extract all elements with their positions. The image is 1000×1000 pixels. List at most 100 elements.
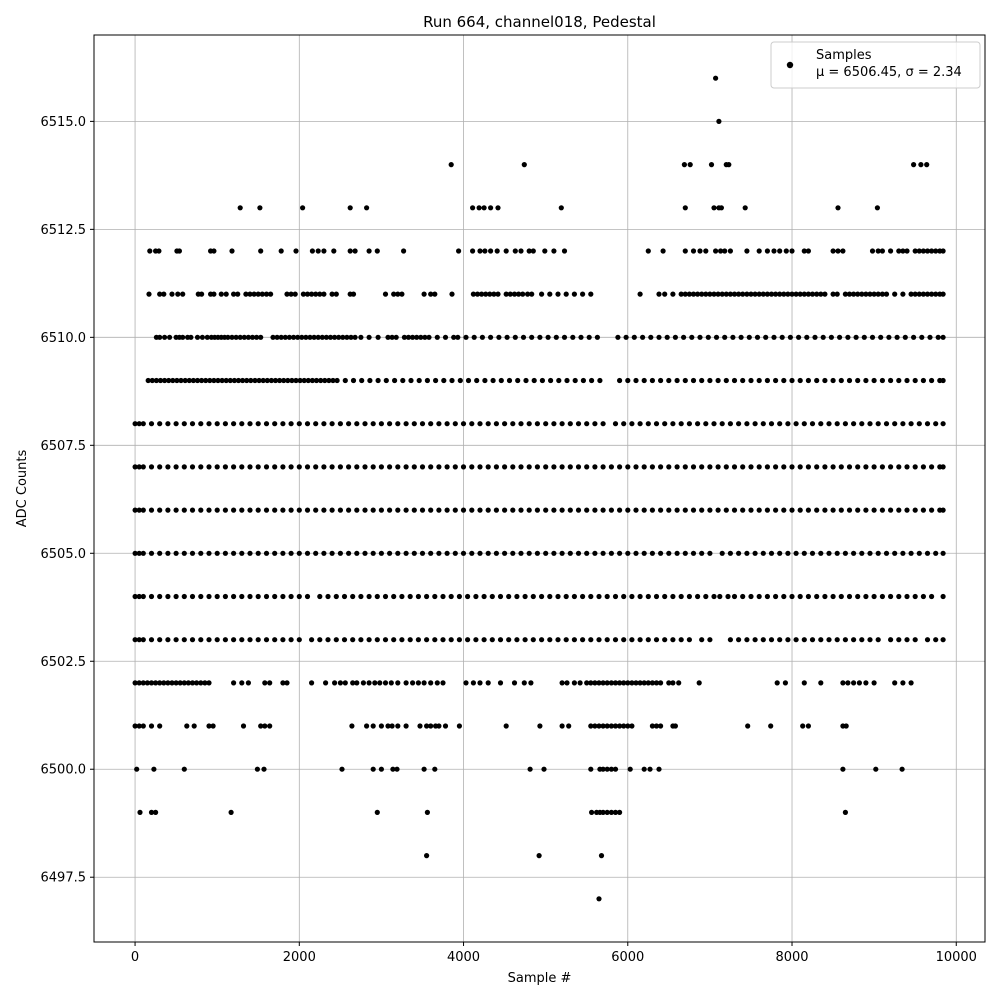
data-point (672, 723, 679, 729)
data-point (395, 550, 401, 556)
data-point (278, 334, 284, 340)
data-point (707, 291, 713, 297)
data-point (871, 507, 877, 513)
data-point (523, 377, 529, 384)
y-tick-label: 6497.5 (41, 871, 87, 886)
data-point (231, 550, 237, 556)
data-point (658, 723, 664, 729)
data-point (736, 637, 742, 643)
data-point (503, 723, 509, 729)
data-point (167, 334, 173, 340)
y-tick-label: 6510.0 (41, 331, 87, 346)
data-point (805, 291, 812, 297)
data-point (674, 550, 680, 556)
data-point (479, 334, 485, 340)
data-point (255, 421, 261, 427)
data-point (504, 334, 510, 340)
data-point (514, 637, 520, 643)
data-point (924, 421, 931, 427)
data-point (859, 421, 865, 427)
data-point (140, 421, 146, 427)
data-point (366, 248, 372, 254)
data-point (323, 334, 329, 340)
data-point (473, 637, 479, 643)
data-point (820, 334, 826, 340)
data-point (239, 637, 245, 643)
data-point (908, 550, 914, 556)
data-point (612, 766, 619, 772)
data-point (148, 680, 155, 686)
data-point (940, 248, 946, 254)
data-point (768, 637, 775, 643)
data-point (243, 291, 249, 297)
data-point (822, 291, 828, 297)
data-point (140, 723, 146, 729)
data-point (678, 421, 684, 427)
data-point (645, 593, 651, 600)
data-point (814, 291, 820, 297)
data-point (797, 291, 803, 297)
data-point (534, 507, 541, 513)
data-point (296, 593, 302, 600)
data-point (329, 464, 335, 470)
data-point (855, 377, 861, 384)
data-point (731, 507, 738, 513)
data-point (378, 766, 384, 772)
data-point (223, 291, 229, 297)
data-point (588, 723, 594, 729)
data-point (629, 680, 635, 686)
data-point (153, 680, 159, 686)
data-point (170, 377, 176, 384)
data-point (760, 421, 766, 427)
data-point (506, 377, 513, 384)
data-point (235, 291, 241, 297)
data-point (660, 248, 666, 254)
data-point (391, 593, 397, 600)
data-point (896, 248, 902, 254)
data-point (588, 637, 594, 643)
data-point (690, 464, 697, 470)
data-point (231, 421, 237, 427)
data-point (255, 637, 261, 643)
data-point (510, 507, 516, 513)
data-point (873, 766, 879, 772)
data-point (378, 507, 384, 513)
data-point (596, 680, 602, 686)
data-point (401, 334, 407, 340)
data-point (904, 507, 910, 513)
data-point (140, 507, 146, 513)
data-point (838, 377, 844, 384)
data-point (940, 334, 946, 340)
data-point (289, 377, 295, 384)
data-point (637, 680, 643, 686)
data-point (545, 334, 551, 340)
data-point (699, 377, 705, 384)
data-point (539, 593, 545, 600)
data-point (536, 853, 542, 859)
data-point (199, 291, 205, 297)
data-point (555, 593, 561, 600)
data-point (703, 291, 709, 297)
data-point (801, 550, 807, 556)
data-point (181, 637, 187, 643)
data-point (940, 507, 946, 513)
data-point (539, 377, 546, 384)
data-point (580, 593, 586, 600)
data-point (424, 377, 430, 384)
data-point (828, 334, 835, 340)
data-point (512, 334, 518, 340)
data-point (838, 464, 844, 470)
data-point (604, 637, 610, 643)
data-point (496, 334, 502, 340)
data-point (658, 550, 664, 556)
data-point (277, 377, 283, 384)
data-point (263, 464, 270, 470)
data-point (940, 421, 946, 427)
data-point (495, 205, 501, 211)
data-point (235, 377, 242, 384)
data-point (315, 248, 321, 254)
data-point (332, 334, 338, 340)
data-point (736, 421, 742, 427)
data-point (421, 680, 427, 686)
